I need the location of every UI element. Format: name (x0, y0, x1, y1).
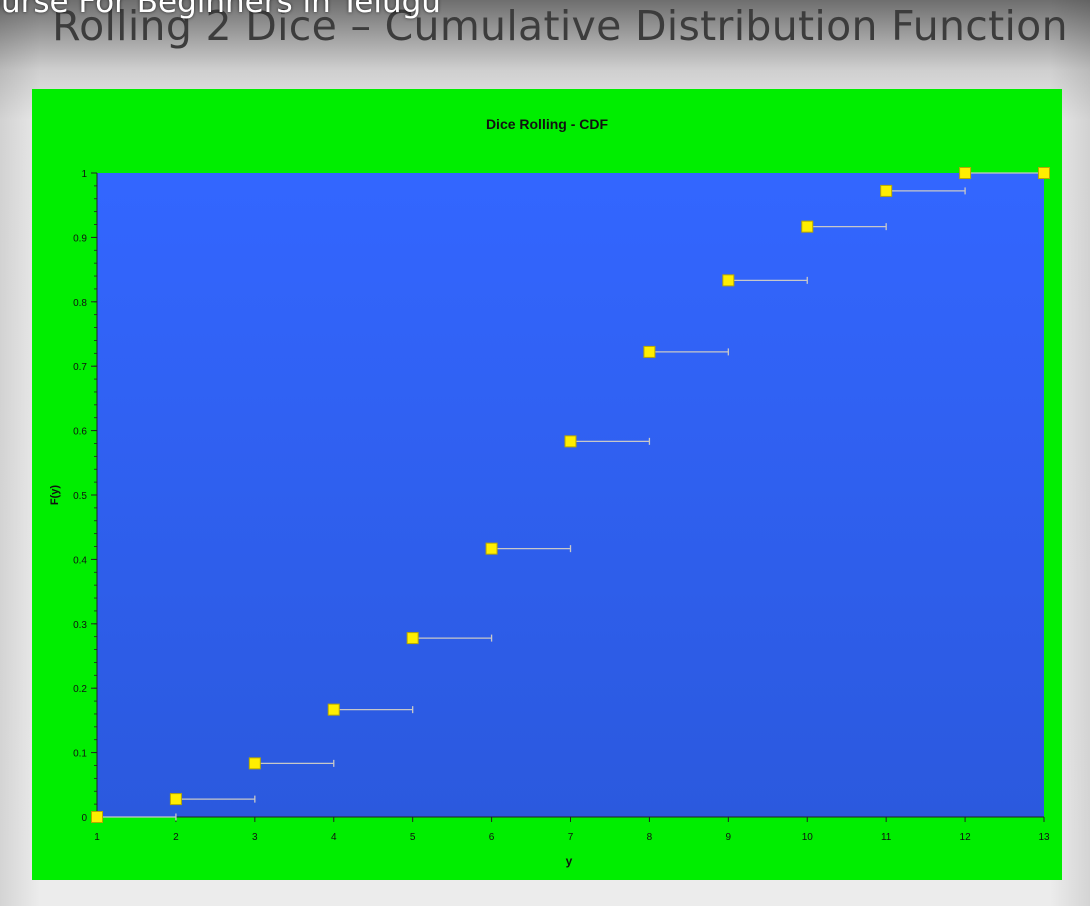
y-tick-label: 0 (81, 813, 87, 824)
x-tick-label: 3 (252, 832, 258, 843)
data-point-marker (91, 811, 103, 823)
y-tick-label: 0.1 (73, 749, 87, 760)
data-point-marker (643, 345, 656, 358)
axes: 00.10.20.30.40.50.60.70.80.911 2 3 4 5 6 7 8 9 10… (73, 169, 1050, 843)
x-tick-label: 6 (489, 832, 495, 843)
slide-title: Rolling 2 Dice – Cumulative Distribution… (52, 2, 1068, 50)
data-point-marker (406, 632, 419, 645)
data-points (91, 167, 1050, 823)
video-overlay-title: ourse For Beginners in Telugu (0, 0, 441, 20)
x-tick-label: 4 (331, 832, 337, 843)
y-tick-label: 0.5 (73, 491, 87, 502)
data-point-marker (1038, 167, 1050, 179)
data-point-marker (327, 703, 340, 716)
y-tick-label: 0.6 (73, 427, 87, 438)
data-point-marker (169, 793, 182, 806)
y-tick-label: 0.4 (73, 555, 87, 566)
data-point-marker (564, 435, 577, 448)
y-tick-label: 1 (81, 169, 87, 180)
x-tick-label: 5 (410, 832, 416, 843)
x-tick-label: 7 (568, 832, 574, 843)
x-tick-label: 8 (647, 832, 653, 843)
data-point-marker (248, 757, 261, 770)
x-tick-label: 2 (173, 832, 179, 843)
x-axis-label: y (566, 854, 573, 868)
x-tick-label: 10 (802, 832, 814, 843)
y-tick-label: 0.7 (73, 362, 87, 373)
data-point-marker (959, 167, 972, 179)
step-lines (97, 169, 1045, 821)
data-point-marker (880, 184, 893, 197)
x-tick-label: 12 (960, 832, 972, 843)
x-tick-label: 11 (881, 832, 892, 843)
chart-area: Dice Rolling - CDF 0 0.1 0.2 0.3 0.4 0.5 0.6 0.… (32, 89, 1062, 880)
x-tick-label: 1 (94, 832, 100, 843)
y-tick-label: 0.2 (73, 684, 87, 695)
chart-title: Dice Rolling - CDF (486, 116, 609, 132)
y-tick-label: 0.9 (73, 233, 87, 244)
cdf-chart: Dice Rolling - CDF 0 0.1 0.2 0.3 0.4 0.5 0.6 0.… (49, 116, 1050, 868)
y-tick-label: 0.8 (73, 298, 87, 309)
x-tick-label: 13 (1038, 832, 1050, 843)
plot-area (97, 173, 1044, 817)
y-tick-label: 0.3 (73, 620, 87, 631)
y-axis-label: F(y) (49, 485, 61, 506)
x-tick-label: 9 (726, 832, 732, 843)
data-point-marker (722, 274, 735, 287)
data-point-marker (485, 542, 498, 555)
data-point-marker (801, 220, 814, 233)
